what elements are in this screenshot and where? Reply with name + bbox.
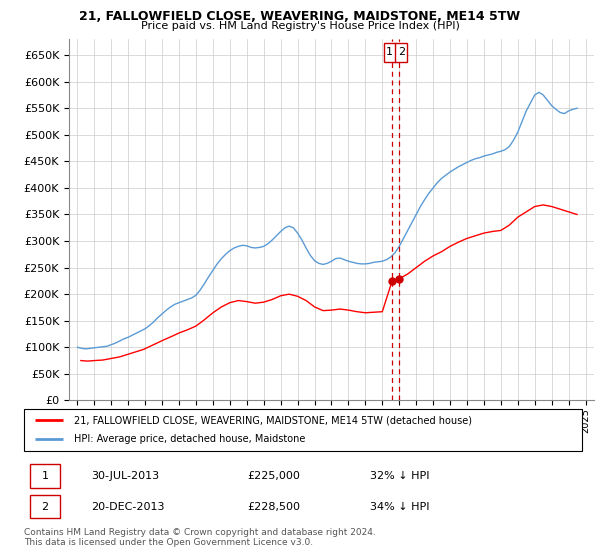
Text: 30-JUL-2013: 30-JUL-2013 (91, 472, 159, 481)
Text: 32% ↓ HPI: 32% ↓ HPI (370, 472, 430, 481)
Text: 1: 1 (41, 472, 49, 481)
Text: 20-DEC-2013: 20-DEC-2013 (91, 502, 164, 511)
Text: 21, FALLOWFIELD CLOSE, WEAVERING, MAIDSTONE, ME14 5TW (detached house): 21, FALLOWFIELD CLOSE, WEAVERING, MAIDST… (74, 415, 472, 425)
Text: £228,500: £228,500 (247, 502, 300, 511)
Bar (29, 494, 60, 519)
Text: HPI: Average price, detached house, Maidstone: HPI: Average price, detached house, Maid… (74, 435, 305, 445)
Polygon shape (383, 43, 407, 62)
Text: 21, FALLOWFIELD CLOSE, WEAVERING, MAIDSTONE, ME14 5TW: 21, FALLOWFIELD CLOSE, WEAVERING, MAIDST… (79, 10, 521, 22)
Bar (29, 464, 60, 488)
Text: 34% ↓ HPI: 34% ↓ HPI (370, 502, 430, 511)
Text: 2: 2 (398, 48, 405, 58)
Text: Price paid vs. HM Land Registry's House Price Index (HPI): Price paid vs. HM Land Registry's House … (140, 21, 460, 31)
Text: 1: 1 (386, 48, 393, 58)
Text: Contains HM Land Registry data © Crown copyright and database right 2024.
This d: Contains HM Land Registry data © Crown c… (24, 528, 376, 547)
Text: £225,000: £225,000 (247, 472, 300, 481)
Text: 2: 2 (41, 502, 49, 511)
